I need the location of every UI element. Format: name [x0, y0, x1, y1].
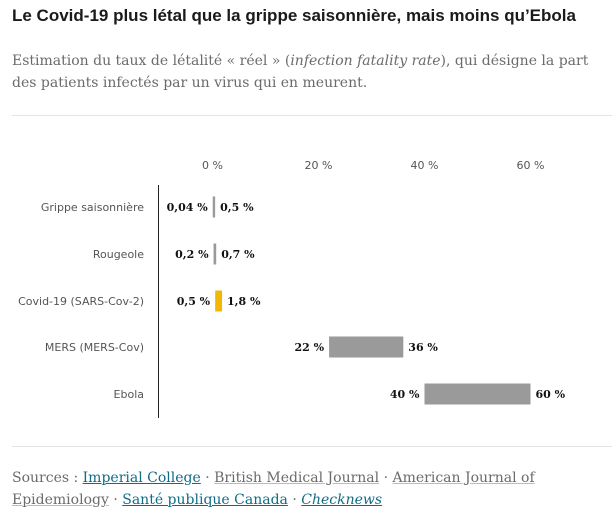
low-value-label-2: 0,5 % — [177, 295, 211, 308]
range-bar-0 — [212, 196, 216, 218]
category-label-0: Grippe saisonnière — [41, 201, 144, 214]
high-value-label-1: 0,7 % — [221, 248, 255, 261]
source-separator: · — [108, 492, 123, 508]
category-label-2: Covid-19 (SARS-Cov-2) — [18, 295, 144, 308]
subtitle-text-start: Estimation du taux de létalité « réel » … — [12, 53, 291, 69]
subtitle-italic-term: infection fatality rate — [290, 53, 441, 69]
sources-line: Sources : Imperial College · British Med… — [12, 467, 608, 511]
low-value-label-0: 0,04 % — [167, 201, 209, 214]
bottom-divider — [12, 446, 612, 447]
source-link-0[interactable]: Imperial College — [82, 470, 201, 486]
category-label-3: MERS (MERS-Cov) — [45, 341, 144, 354]
fatality-rate-chart: 0 % 20 % 40 % 60 % Grippe saisonnière 0,04 % 0… — [18, 159, 566, 418]
subtitle-text-end: ), qui désigne la part des patients infe… — [12, 53, 589, 91]
range-bar-2 — [215, 290, 223, 312]
source-link-1[interactable]: British Medical Journal — [214, 470, 380, 486]
range-bar-4 — [424, 383, 531, 405]
category-label-4: Ebola — [114, 388, 144, 401]
x-tick-label-2: 40 % — [411, 159, 439, 172]
x-tick-label-3: 60 % — [517, 159, 545, 172]
top-divider — [12, 115, 612, 116]
range-bar-3 — [329, 336, 404, 358]
chart-subtitle: Estimation du taux de létalité « réel » … — [12, 50, 602, 94]
source-link-4[interactable]: Checknews — [301, 492, 383, 508]
source-separator: · — [200, 470, 215, 486]
source-link-2[interactable]: American Journal of Epidemiology — [12, 470, 535, 508]
chart-title: Le Covid-19 plus létal que la grippe sai… — [12, 6, 576, 25]
category-label-1: Rougeole — [93, 248, 144, 261]
low-value-label-3: 22 % — [295, 341, 325, 354]
x-tick-label-1: 20 % — [305, 159, 333, 172]
source-link-3[interactable]: Santé publique Canada — [122, 492, 288, 508]
sources-prefix: Sources : — [12, 470, 83, 486]
low-value-label-4: 40 % — [390, 388, 420, 401]
range-bar-1 — [213, 243, 217, 265]
high-value-label-2: 1,8 % — [227, 295, 261, 308]
high-value-label-4: 60 % — [536, 388, 566, 401]
high-value-label-3: 36 % — [408, 341, 438, 354]
source-separator: · — [379, 470, 393, 486]
low-value-label-1: 0,2 % — [175, 248, 209, 261]
high-value-label-0: 0,5 % — [220, 201, 254, 214]
x-tick-label-0: 0 % — [202, 159, 223, 172]
source-separator: · — [287, 492, 302, 508]
